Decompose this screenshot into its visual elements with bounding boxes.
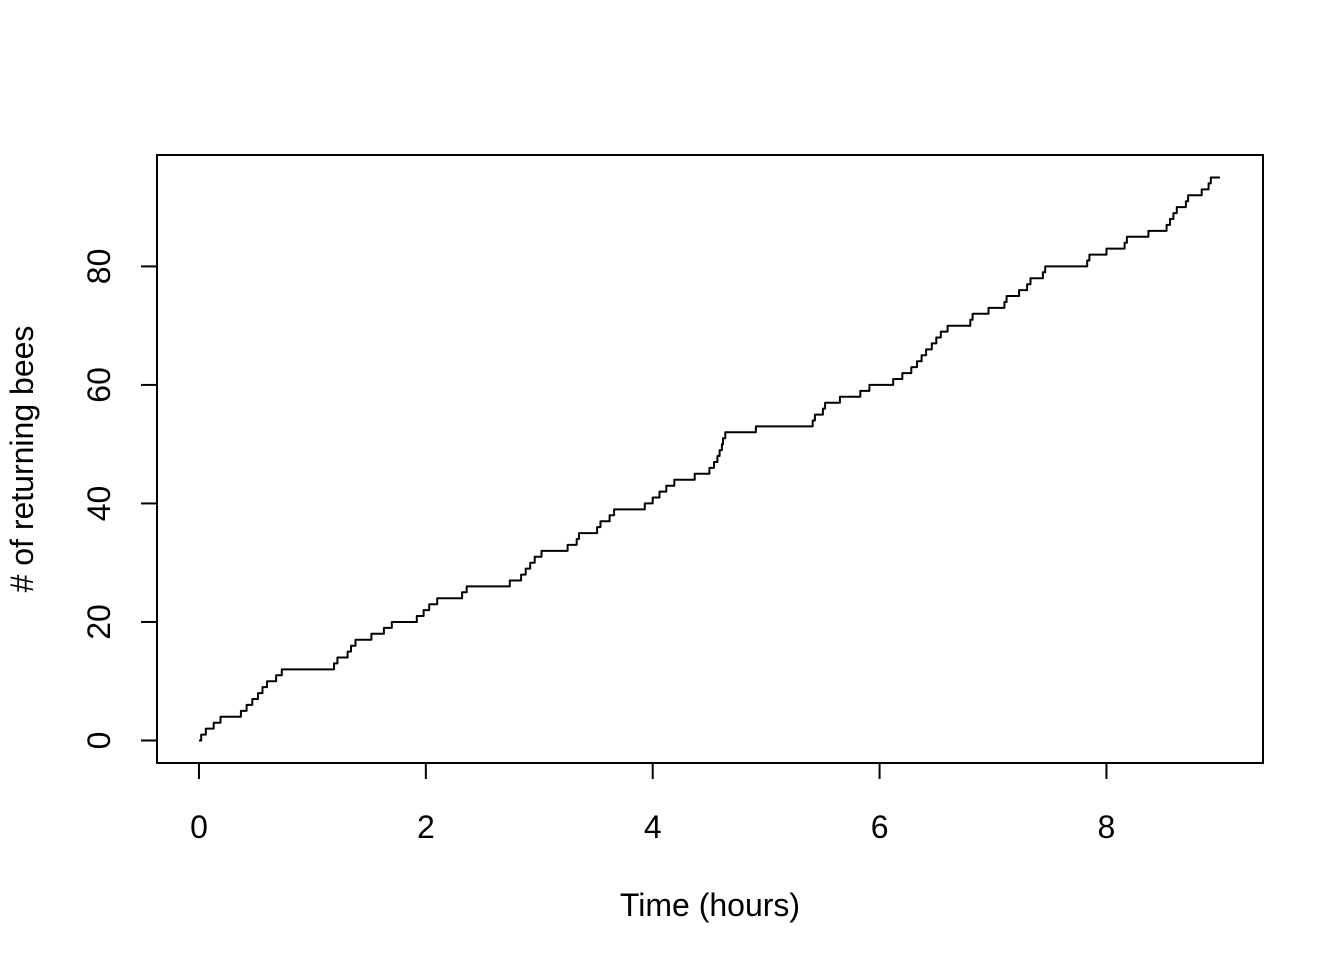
y-tick-label: 0 — [81, 732, 117, 750]
y-tick-label: 60 — [81, 367, 117, 403]
x-axis-ticks — [197, 763, 1108, 779]
x-tick-label: 0 — [190, 809, 208, 845]
x-tick-label: 4 — [644, 809, 662, 845]
y-axis-title: # of returning bees — [4, 326, 40, 593]
x-tick-label: 6 — [871, 809, 889, 845]
x-axis-tick-labels: 0 2 4 6 8 — [190, 809, 1115, 845]
x-tick-label: 2 — [417, 809, 435, 845]
y-tick-label: 80 — [81, 249, 117, 285]
x-axis-title: Time (hours) — [620, 887, 800, 923]
plot-border — [156, 154, 1264, 764]
x-tick-label: 8 — [1098, 809, 1116, 845]
y-axis-ticks — [141, 265, 157, 742]
step-line-series — [199, 176, 1220, 742]
y-tick-label: 40 — [81, 486, 117, 522]
y-axis-tick-labels: 0 20 40 60 80 — [81, 249, 117, 750]
y-tick-label: 20 — [81, 604, 117, 640]
